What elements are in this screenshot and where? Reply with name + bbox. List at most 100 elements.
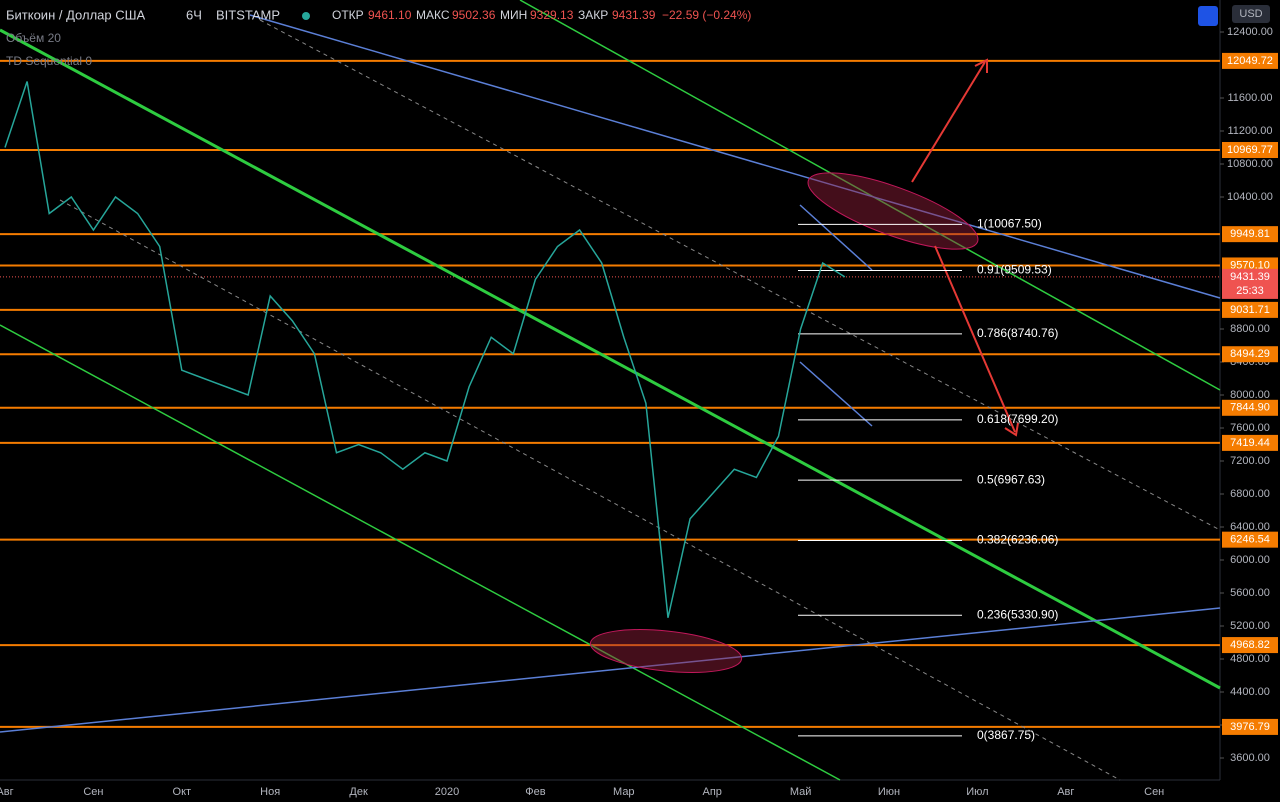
y-tick-label: 5200.00 (1230, 620, 1270, 632)
fib-label: 0(3867.75) (977, 728, 1035, 742)
level-label: 12049.72 (1227, 55, 1273, 67)
x-tick-label: Июн (878, 786, 900, 798)
x-tick-label: Май (790, 786, 812, 798)
x-tick-label: Мар (613, 786, 635, 798)
fib-label: 0.618(7699.20) (977, 412, 1058, 426)
level-label-box (1222, 434, 1278, 451)
fib-label: 0.382(6236.06) (977, 533, 1058, 547)
arrow-head (974, 58, 988, 73)
highlight (807, 172, 979, 250)
x-tick-label: 2020 (435, 786, 459, 798)
low: 9329.13 (530, 8, 574, 22)
y-tick-label: 6400.00 (1230, 521, 1270, 533)
currency-box[interactable] (1232, 5, 1270, 23)
level-label: 3976.79 (1230, 721, 1270, 733)
level-label-box (1222, 141, 1278, 158)
interval: 6Ч (186, 7, 202, 22)
trend-line (0, 324, 841, 781)
x-tick-label: Апр (702, 786, 721, 798)
level-label-box (1222, 52, 1278, 69)
highlight (589, 629, 743, 673)
trend-line (799, 361, 873, 427)
trend-line (259, 19, 1221, 531)
level-label-box (1222, 637, 1278, 654)
currency: USD (1239, 8, 1262, 20)
drawings (0, 0, 1221, 781)
x-tick-label: Окт (173, 786, 192, 798)
x-tick-label: Дек (349, 786, 368, 798)
level-label-box (1222, 346, 1278, 363)
y-tick-label: 8800.00 (1230, 323, 1270, 335)
x-tick-label: Июл (966, 786, 988, 798)
y-tick-label: 10800.00 (1227, 158, 1273, 170)
trend-line (519, 0, 1221, 391)
low-label: МИН (500, 8, 527, 22)
price-line (4, 81, 846, 618)
close-label: ЗАКР (578, 8, 608, 22)
y-tick-label: 10400.00 (1227, 191, 1273, 203)
close: 9431.39 (612, 8, 656, 22)
open: 9461.10 (368, 8, 412, 22)
level-label-box (1222, 399, 1278, 416)
y-tick-label: 11200.00 (1227, 125, 1272, 137)
level-label-box (1222, 226, 1278, 243)
y-tick-label: 7200.00 (1230, 455, 1270, 467)
arrow (934, 245, 1016, 433)
level-label: 7844.90 (1230, 402, 1270, 414)
fib-label: 0.91(9509.53) (977, 263, 1052, 277)
y-tick-label: 8000.00 (1230, 389, 1270, 401)
y-tick-label: 4800.00 (1230, 653, 1270, 665)
current-price-timer: 25:33 (1236, 285, 1264, 297)
level-label-box (1222, 301, 1278, 318)
status-dot (302, 12, 310, 20)
level-label: 7419.44 (1230, 437, 1270, 449)
trend-line (0, 607, 1221, 733)
level-label: 8494.29 (1230, 348, 1270, 360)
high: 9502.36 (452, 8, 496, 22)
level-label-box (1222, 718, 1278, 735)
high-label: МАКС (416, 8, 450, 22)
fib-label: 0.5(6967.63) (977, 472, 1045, 486)
y-tick-label: 7600.00 (1230, 422, 1270, 434)
y-tick-label: 5600.00 (1230, 587, 1270, 599)
x-tick-label: Сен (83, 786, 103, 798)
current-price-label: 9431.39 (1230, 271, 1270, 283)
level-label: 4968.82 (1230, 639, 1270, 651)
symbol: Биткоин / Доллар США (6, 7, 146, 22)
trend-line (249, 14, 1221, 299)
x-tick-label: Ноя (260, 786, 280, 798)
fib-label: 1(10067.50) (977, 217, 1042, 231)
level-label: 6246.54 (1230, 534, 1270, 546)
y-tick-label: 6800.00 (1230, 488, 1270, 500)
level-label: 9031.71 (1230, 304, 1270, 316)
chart-button[interactable] (1198, 6, 1218, 26)
x-tick-label: Сен (1144, 786, 1164, 798)
fib-levels: 1(10067.50) 0.91(9509.53) 0.786(8740.76) 0.… (798, 217, 1058, 742)
levels (0, 59, 1220, 728)
y-tick-label: 3600.00 (1230, 752, 1270, 764)
arrow (911, 61, 986, 183)
trend-line (799, 204, 873, 271)
plot (4, 81, 846, 618)
current-price-box (1222, 268, 1278, 299)
x-tick-label: Авг (1057, 786, 1074, 798)
exchange: BITSTAMP (216, 7, 280, 22)
x-tick-label: Фев (525, 786, 545, 798)
fib-label: 0.786(8740.76) (977, 326, 1058, 340)
level-label: 9949.81 (1230, 228, 1270, 240)
trend-line (59, 199, 1121, 781)
arrow-head (1004, 422, 1019, 437)
indicator[interactable]: Объём 20 (6, 31, 61, 45)
level-label: 9570.10 (1230, 259, 1270, 271)
fib-label: 0.236(5330.90) (977, 607, 1058, 621)
y-tick-label: 11600.00 (1227, 92, 1272, 104)
y-tick-label: 4400.00 (1230, 686, 1270, 698)
change: −22.59 (−0.24%) (662, 8, 751, 22)
level-label: 10969.77 (1227, 144, 1273, 156)
indicator[interactable]: TD Sequential 0 (6, 54, 92, 68)
trend-line (0, 28, 1221, 690)
y-tick-label: 6000.00 (1230, 554, 1270, 566)
